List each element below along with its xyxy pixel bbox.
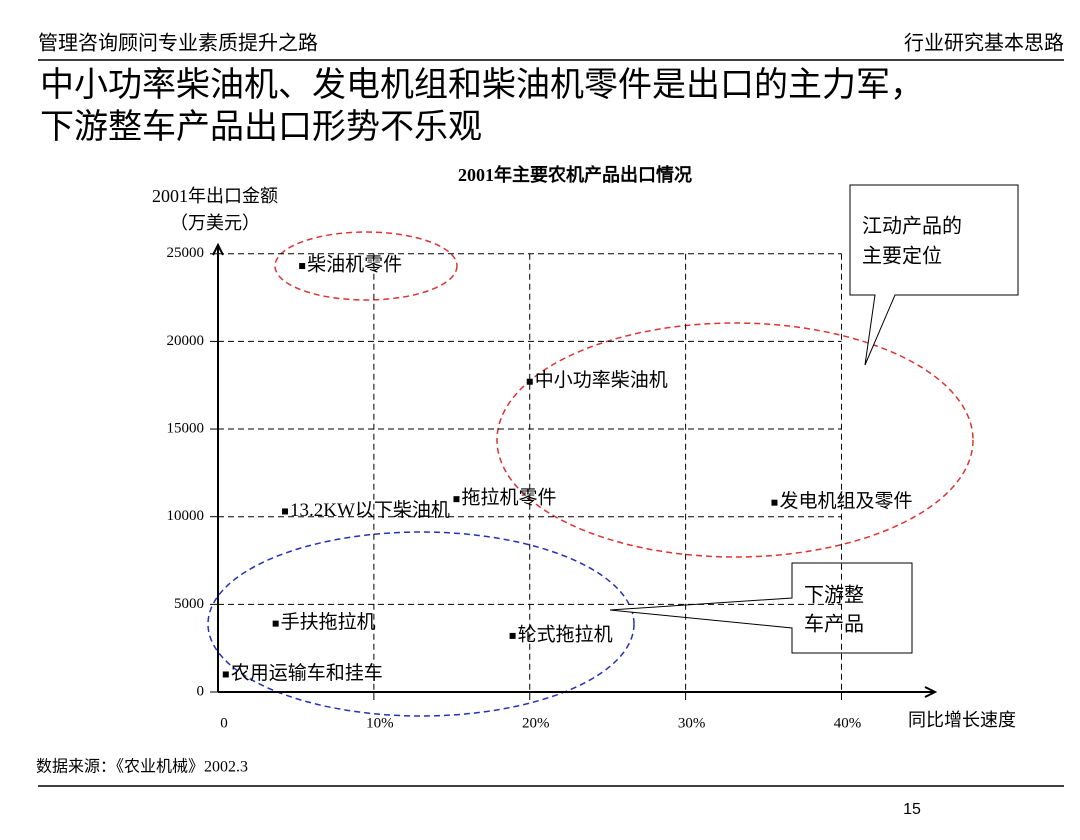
callout-text: 主要定位 xyxy=(862,245,942,268)
point-label: 中小功率柴油机 xyxy=(535,369,668,391)
callout-text: 车产品 xyxy=(804,613,864,636)
point xyxy=(509,632,516,639)
highlight-ellipse xyxy=(274,231,458,301)
x-tick-label: 40% xyxy=(834,715,862,731)
y-tick-label: 10000 xyxy=(167,508,205,524)
point xyxy=(771,499,778,506)
point-label: 农用运输车和挂车 xyxy=(231,662,383,684)
point xyxy=(222,671,229,678)
point xyxy=(282,508,289,515)
chart-title: 2001年主要农机产品出口情况 xyxy=(458,164,692,185)
x-axis xyxy=(218,686,938,698)
title-line: 下游整车产品出口形势不乐观 xyxy=(40,108,482,146)
title-line: 中小功率柴油机、发电机组和柴油机零件是出口的主力军， xyxy=(40,66,924,104)
header-right: 行业研究基本思路 xyxy=(904,32,1064,55)
callout-box xyxy=(609,562,913,654)
point-label: 柴油机零件 xyxy=(307,253,402,275)
x-tick-label: 30% xyxy=(678,715,706,731)
point xyxy=(526,378,533,385)
y-tick-label: 15000 xyxy=(167,420,205,436)
point xyxy=(453,496,460,503)
x-tick-label: 0 xyxy=(220,715,228,731)
y-axis-label: 2001年出口金额 xyxy=(152,186,278,206)
y-tick-label: 20000 xyxy=(167,333,205,349)
point xyxy=(299,263,306,270)
y-tick-label: 0 xyxy=(197,683,205,699)
callout-box xyxy=(849,184,1019,366)
y-axis xyxy=(212,242,224,692)
point-label: 轮式拖拉机 xyxy=(518,623,613,645)
y-tick-label: 25000 xyxy=(167,245,205,261)
point-label: 发电机组及零件 xyxy=(779,490,912,512)
header-left: 管理咨询顾问专业素质提升之路 xyxy=(38,32,318,55)
source-note: 数据来源：《农业机械》2002.3 xyxy=(36,758,248,776)
point-label: 13.2KW以下柴油机 xyxy=(290,499,450,521)
highlight-ellipse xyxy=(207,531,635,717)
y-tick-label: 5000 xyxy=(174,596,204,612)
x-tick-label: 20% xyxy=(522,715,550,731)
page-number: 15 xyxy=(903,801,921,818)
x-tick-label: 10% xyxy=(366,715,394,731)
point-label: 拖拉机零件 xyxy=(461,487,556,509)
x-axis-label: 同比增长速度 xyxy=(908,710,1016,730)
point xyxy=(272,620,279,627)
y-axis-label: （万美元） xyxy=(170,213,260,233)
highlight-ellipse xyxy=(496,322,974,558)
point-label: 手扶拖拉机 xyxy=(281,611,376,633)
callout-text: 江动产品的 xyxy=(862,215,962,238)
callout-text: 下游整 xyxy=(804,584,864,607)
